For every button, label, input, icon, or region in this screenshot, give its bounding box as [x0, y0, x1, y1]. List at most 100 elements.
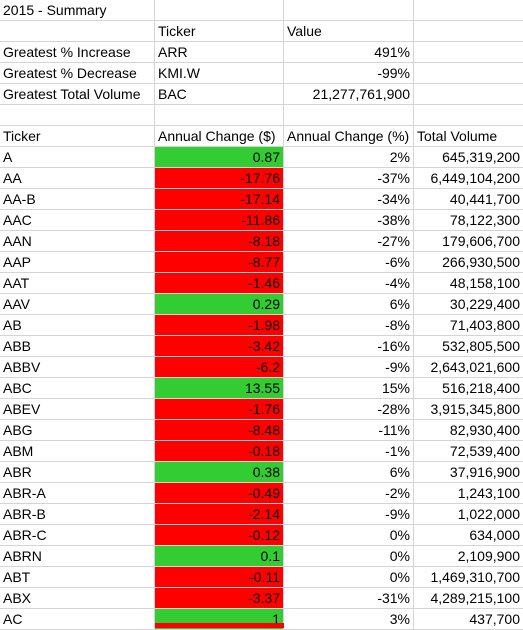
summary-ticker[interactable]: ARR: [155, 42, 284, 63]
percent-change-cell[interactable]: 0%: [284, 546, 414, 567]
total-volume-header[interactable]: Total Volume: [414, 126, 523, 147]
ticker-cell[interactable]: ABC: [0, 378, 155, 399]
percent-change-cell[interactable]: -1%: [284, 441, 414, 462]
percent-change-cell[interactable]: -6%: [284, 252, 414, 273]
annual-change-cell[interactable]: -17.76: [155, 168, 284, 189]
ticker-cell[interactable]: ABG: [0, 420, 155, 441]
total-volume-cell[interactable]: 532,805,500: [414, 336, 523, 357]
total-volume-cell[interactable]: 6,449,104,200: [414, 168, 523, 189]
total-volume-cell[interactable]: 516,218,400: [414, 378, 523, 399]
percent-change-cell[interactable]: 2%: [284, 147, 414, 168]
empty-cell[interactable]: [0, 105, 155, 126]
ticker-cell[interactable]: ABR-A: [0, 483, 155, 504]
summary-label[interactable]: Greatest % Increase: [0, 42, 155, 63]
percent-change-cell[interactable]: 0%: [284, 567, 414, 588]
total-volume-cell[interactable]: 437,700: [414, 609, 523, 630]
percent-change-cell[interactable]: 3%: [284, 609, 414, 630]
summary-title-cell[interactable]: 2015 - Summary: [0, 0, 155, 21]
empty-cell[interactable]: [155, 0, 284, 21]
ticker-cell[interactable]: ABM: [0, 441, 155, 462]
total-volume-cell[interactable]: 634,000: [414, 525, 523, 546]
total-volume-cell[interactable]: 72,539,400: [414, 441, 523, 462]
annual-change-cell[interactable]: -8.48: [155, 420, 284, 441]
ticker-cell[interactable]: ABBV: [0, 357, 155, 378]
percent-change-cell[interactable]: -38%: [284, 210, 414, 231]
ticker-cell[interactable]: ABB: [0, 336, 155, 357]
ticker-column-header[interactable]: Ticker: [0, 126, 155, 147]
annual-change-cell[interactable]: 0.29: [155, 294, 284, 315]
empty-cell[interactable]: [284, 105, 414, 126]
annual-change-cell[interactable]: -0.11: [155, 567, 284, 588]
total-volume-cell[interactable]: 30,229,400: [414, 294, 523, 315]
summary-value[interactable]: -99%: [284, 63, 414, 84]
percent-change-cell[interactable]: -9%: [284, 504, 414, 525]
total-volume-cell[interactable]: 645,319,200: [414, 147, 523, 168]
ticker-cell[interactable]: ABR-C: [0, 525, 155, 546]
annual-change-dollar-header[interactable]: Annual Change ($): [155, 126, 284, 147]
ticker-cell[interactable]: AC: [0, 609, 155, 630]
ticker-cell[interactable]: ABT: [0, 567, 155, 588]
ticker-cell[interactable]: AA-B: [0, 189, 155, 210]
annual-change-cell[interactable]: -0.18: [155, 441, 284, 462]
summary-ticker[interactable]: BAC: [155, 84, 284, 105]
annual-change-cell[interactable]: -1.46: [155, 273, 284, 294]
ticker-cell[interactable]: ABRN: [0, 546, 155, 567]
summary-value[interactable]: 21,277,761,900: [284, 84, 414, 105]
percent-change-cell[interactable]: 15%: [284, 378, 414, 399]
annual-change-cell[interactable]: 0.87: [155, 147, 284, 168]
percent-change-cell[interactable]: -34%: [284, 189, 414, 210]
summary-ticker-header[interactable]: Ticker: [155, 21, 284, 42]
empty-cell[interactable]: [414, 105, 523, 126]
total-volume-cell[interactable]: 40,441,700: [414, 189, 523, 210]
annual-change-cell[interactable]: 0.38: [155, 462, 284, 483]
total-volume-cell[interactable]: 1,243,100: [414, 483, 523, 504]
annual-change-cell[interactable]: -0.12: [155, 525, 284, 546]
ticker-cell[interactable]: AA: [0, 168, 155, 189]
empty-cell[interactable]: [284, 0, 414, 21]
total-volume-cell[interactable]: 179,606,700: [414, 231, 523, 252]
percent-change-cell[interactable]: -37%: [284, 168, 414, 189]
annual-change-cell[interactable]: 0.1: [155, 546, 284, 567]
percent-change-cell[interactable]: -4%: [284, 273, 414, 294]
empty-cell[interactable]: [414, 0, 523, 21]
annual-change-cell[interactable]: -6.2: [155, 357, 284, 378]
ticker-cell[interactable]: AAV: [0, 294, 155, 315]
ticker-cell[interactable]: ABR-B: [0, 504, 155, 525]
annual-change-cell[interactable]: -0.49: [155, 483, 284, 504]
annual-change-cell[interactable]: -17.14: [155, 189, 284, 210]
empty-cell[interactable]: [155, 105, 284, 126]
summary-value-header[interactable]: Value: [284, 21, 414, 42]
total-volume-cell[interactable]: 3,915,345,800: [414, 399, 523, 420]
annual-change-cell[interactable]: 13.55: [155, 378, 284, 399]
ticker-cell[interactable]: AAT: [0, 273, 155, 294]
percent-change-cell[interactable]: -31%: [284, 588, 414, 609]
total-volume-cell[interactable]: 82,930,400: [414, 420, 523, 441]
total-volume-cell[interactable]: 48,158,100: [414, 273, 523, 294]
total-volume-cell[interactable]: 2,643,021,600: [414, 357, 523, 378]
annual-change-cell[interactable]: -11.86: [155, 210, 284, 231]
percent-change-cell[interactable]: 6%: [284, 462, 414, 483]
annual-change-cell[interactable]: -1.76: [155, 399, 284, 420]
summary-label[interactable]: Greatest % Decrease: [0, 63, 155, 84]
percent-change-cell[interactable]: -11%: [284, 420, 414, 441]
annual-change-cell[interactable]: -3.37: [155, 588, 284, 609]
ticker-cell[interactable]: AB: [0, 315, 155, 336]
percent-change-cell[interactable]: -8%: [284, 315, 414, 336]
summary-label[interactable]: Greatest Total Volume: [0, 84, 155, 105]
percent-change-cell[interactable]: -27%: [284, 231, 414, 252]
ticker-cell[interactable]: ABR: [0, 462, 155, 483]
total-volume-cell[interactable]: 78,122,300: [414, 210, 523, 231]
annual-change-cell[interactable]: -1.98: [155, 315, 284, 336]
percent-change-cell[interactable]: -16%: [284, 336, 414, 357]
total-volume-cell[interactable]: 4,289,215,100: [414, 588, 523, 609]
annual-change-cell[interactable]: -2.14: [155, 504, 284, 525]
annual-change-cell[interactable]: -8.77: [155, 252, 284, 273]
total-volume-cell[interactable]: 2,109,900: [414, 546, 523, 567]
percent-change-cell[interactable]: -28%: [284, 399, 414, 420]
annual-change-cell[interactable]: -8.18: [155, 231, 284, 252]
percent-change-cell[interactable]: 0%: [284, 525, 414, 546]
total-volume-cell[interactable]: 266,930,500: [414, 252, 523, 273]
annual-change-cell[interactable]: -3.42: [155, 336, 284, 357]
empty-cell[interactable]: [414, 84, 523, 105]
ticker-cell[interactable]: AAP: [0, 252, 155, 273]
